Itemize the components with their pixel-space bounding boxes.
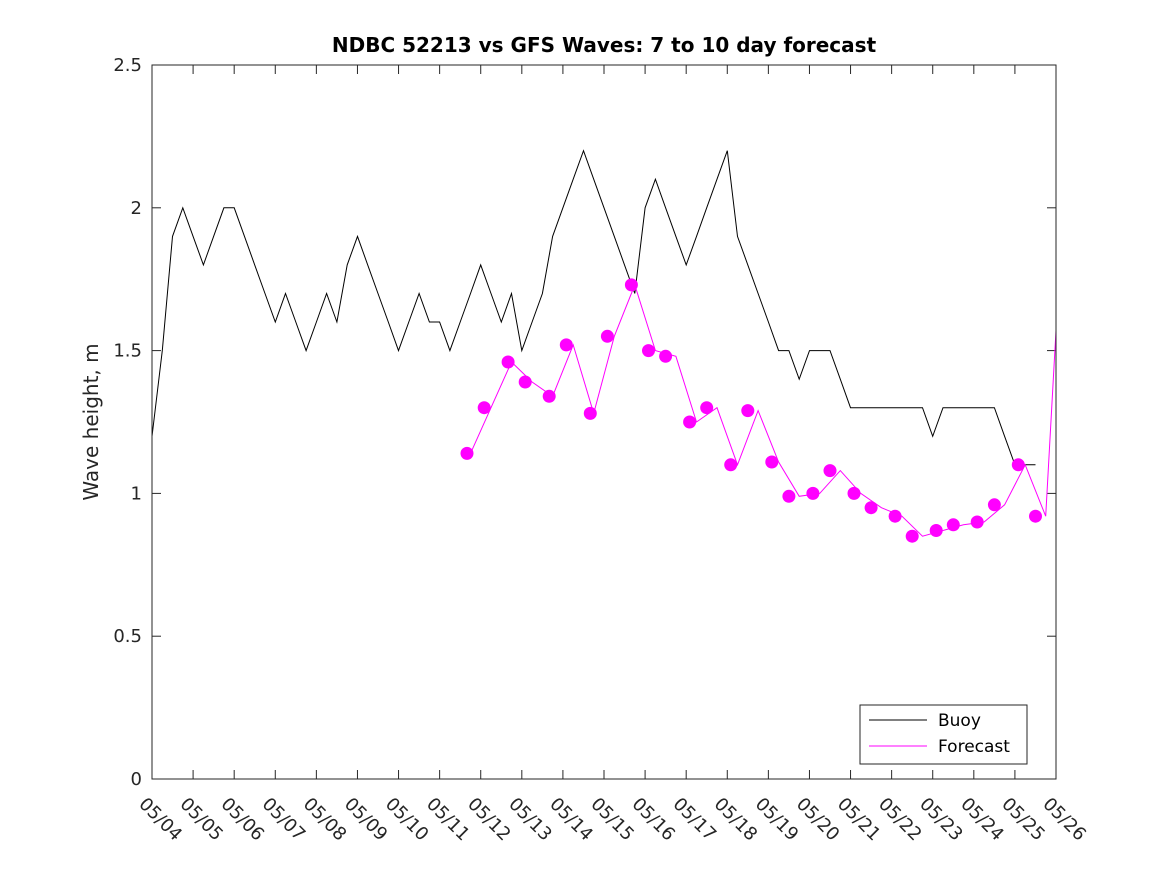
legend-forecast-label: Forecast bbox=[938, 737, 1010, 757]
forecast-point bbox=[642, 344, 655, 358]
y-axis-label: Wave height, m bbox=[79, 343, 103, 500]
x-tick-label: 05/17 bbox=[669, 794, 721, 846]
series-line-forecast bbox=[470, 283, 1057, 537]
forecast-point bbox=[905, 529, 919, 543]
x-tick-label: 05/18 bbox=[710, 794, 762, 846]
x-tick-label: 05/15 bbox=[586, 794, 638, 846]
y-tick-label: 0 bbox=[131, 769, 142, 790]
chart-title: NDBC 52213 vs GFS Waves: 7 to 10 day for… bbox=[332, 33, 877, 57]
forecast-point bbox=[1029, 509, 1042, 523]
legend-box bbox=[859, 704, 1028, 765]
forecast-point bbox=[600, 329, 614, 343]
forecast-point bbox=[700, 401, 714, 415]
forecast-point bbox=[583, 406, 597, 420]
forecast-point bbox=[946, 518, 960, 532]
forecast-point bbox=[888, 509, 902, 523]
forecast-point bbox=[847, 486, 861, 500]
forecast-point bbox=[987, 498, 1001, 512]
forecast-point bbox=[741, 404, 755, 418]
x-tick-label: 05/04 bbox=[134, 794, 186, 846]
forecast-point bbox=[823, 464, 837, 478]
y-tick-label: 0.5 bbox=[113, 626, 142, 647]
forecast-point bbox=[929, 524, 943, 537]
forecast-point bbox=[970, 515, 984, 529]
forecast-point bbox=[501, 355, 515, 369]
forecast-point bbox=[683, 415, 697, 429]
x-tick-label: 05/06 bbox=[217, 794, 269, 846]
x-tick-label: 05/19 bbox=[751, 794, 803, 846]
x-tick-label: 05/10 bbox=[381, 794, 433, 846]
forecast-point bbox=[518, 375, 532, 389]
series-line-buoy bbox=[151, 149, 1036, 466]
x-tick-label: 05/26 bbox=[1038, 794, 1090, 846]
legend-buoy-label: Buoy bbox=[938, 711, 981, 731]
forecast-point bbox=[765, 455, 779, 469]
x-tick-label: 05/25 bbox=[997, 794, 1049, 846]
forecast-point bbox=[782, 489, 796, 503]
forecast-point bbox=[864, 501, 878, 515]
x-tick-label: 05/16 bbox=[628, 794, 680, 846]
x-tick-label: 05/11 bbox=[422, 794, 474, 846]
x-tick-label: 05/13 bbox=[504, 794, 556, 846]
plot-frame bbox=[151, 64, 1057, 780]
x-tick-label: 05/05 bbox=[176, 794, 228, 846]
x-tick-label: 05/23 bbox=[915, 794, 967, 846]
forecast-point bbox=[806, 486, 820, 500]
legend: Buoy Forecast bbox=[859, 704, 1028, 765]
forecast-point bbox=[724, 458, 738, 472]
forecast-point bbox=[659, 349, 673, 363]
forecast-point bbox=[460, 446, 474, 460]
y-tick-label: 2.5 bbox=[113, 55, 142, 76]
x-tick-label: 05/08 bbox=[299, 794, 351, 846]
y-tick-label: 1 bbox=[131, 483, 142, 504]
y-tick-label: 1.5 bbox=[113, 341, 142, 362]
x-tick-label: 05/14 bbox=[545, 794, 597, 846]
x-tick-label: 05/09 bbox=[340, 794, 392, 846]
x-tick-label: 05/22 bbox=[874, 794, 926, 846]
x-tick-label: 05/12 bbox=[463, 794, 515, 846]
forecast-point bbox=[559, 338, 573, 352]
x-tick-label: 05/07 bbox=[258, 794, 310, 846]
forecast-point bbox=[1011, 458, 1025, 472]
forecast-point bbox=[542, 389, 556, 403]
x-tick-label: 05/21 bbox=[833, 794, 885, 846]
x-tick-label: 05/20 bbox=[792, 794, 844, 846]
x-tick-label: 05/24 bbox=[956, 794, 1008, 846]
y-tick-label: 2 bbox=[131, 198, 142, 219]
forecast-point bbox=[624, 278, 638, 292]
forecast-point bbox=[477, 401, 491, 415]
